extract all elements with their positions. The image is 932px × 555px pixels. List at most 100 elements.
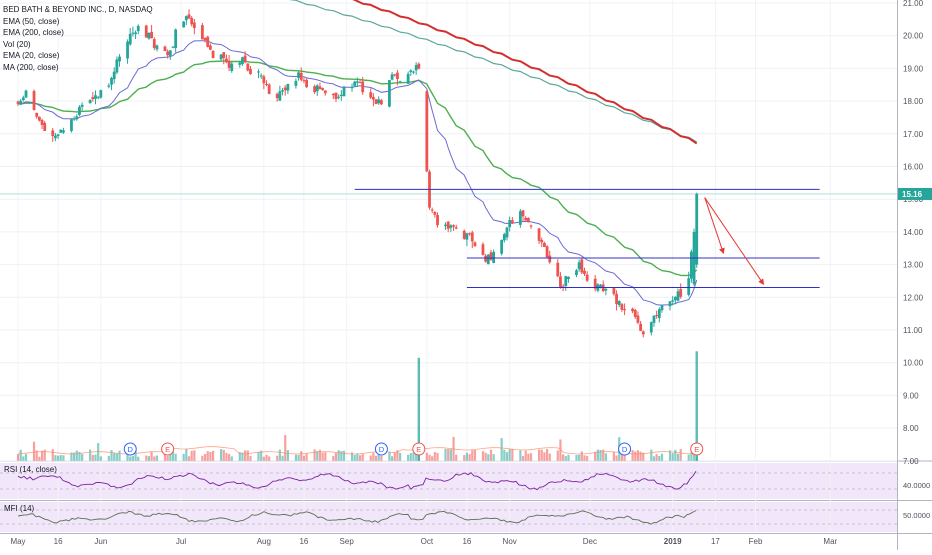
candle-body	[136, 25, 140, 32]
candle-body	[473, 242, 477, 247]
candle-body	[575, 270, 578, 275]
candle-body	[337, 96, 341, 98]
volume-bar	[500, 438, 503, 461]
candle-body	[687, 278, 691, 295]
candle-body	[537, 228, 541, 241]
volume-bar	[524, 450, 527, 461]
candle-body	[567, 276, 570, 280]
rsi-line	[17, 470, 697, 491]
volume-bar	[473, 450, 477, 461]
volume-bar	[505, 452, 509, 461]
volume-bar	[388, 451, 391, 461]
volume-bar	[679, 449, 682, 461]
volume-bar	[369, 455, 372, 461]
candle-body	[278, 91, 282, 101]
candle-body	[267, 84, 271, 94]
volume-bar	[265, 454, 268, 461]
volume-bar	[70, 452, 73, 461]
candle-body	[652, 315, 656, 323]
y-tick-label: 16.00	[903, 163, 924, 172]
volume-bar	[519, 450, 522, 461]
candle-body	[526, 218, 530, 223]
candle-body	[70, 119, 73, 132]
volume-bar	[636, 450, 640, 461]
volume-bar	[185, 448, 188, 461]
dividend-marker-label: D	[622, 445, 628, 454]
candle-body	[24, 90, 28, 98]
candle-body	[414, 65, 418, 71]
candle-body	[243, 55, 247, 63]
volume-bar	[230, 456, 233, 461]
volume-bar	[219, 449, 223, 461]
candle-body	[462, 230, 466, 239]
candle-body	[203, 38, 207, 40]
candle-body	[380, 100, 383, 105]
candle-body	[313, 86, 317, 93]
volume-bar	[131, 455, 135, 461]
rsi-axis-value: 40.0000	[903, 481, 930, 490]
candle-body	[355, 81, 359, 83]
rsi-panel	[0, 463, 897, 499]
volume-bar	[377, 452, 380, 461]
volume-bar	[431, 456, 434, 461]
y-tick-label: 17.00	[903, 130, 924, 139]
candle-body	[615, 293, 618, 305]
volume-bar	[508, 449, 511, 461]
x-tick-label: 16	[54, 537, 63, 546]
volume-bar	[40, 450, 44, 461]
volume-bar	[56, 455, 60, 461]
volume-bar	[623, 452, 626, 461]
candle-body	[668, 301, 672, 307]
candle-body	[334, 92, 338, 100]
candle-body	[131, 32, 135, 34]
volume-bar	[676, 453, 680, 461]
volume-bar	[19, 449, 22, 461]
candle-body	[211, 50, 215, 58]
candle-body	[577, 262, 581, 270]
candle-body	[446, 221, 450, 229]
volume-bar	[393, 452, 396, 461]
candle-body	[275, 93, 279, 99]
volume-bar	[380, 455, 383, 461]
candle-body	[358, 82, 362, 84]
volume-bar	[492, 454, 495, 461]
candle-body	[673, 296, 677, 301]
candle-body	[126, 41, 129, 59]
volume-bar	[564, 456, 567, 461]
volume-bar	[324, 452, 327, 461]
candle-body	[75, 116, 79, 120]
earnings-marker	[690, 442, 704, 456]
candle-body	[361, 81, 365, 93]
candle-body	[192, 22, 196, 29]
candle-body	[433, 211, 437, 215]
volume-bar	[147, 456, 151, 461]
volume-bar	[201, 455, 204, 461]
candle-body	[612, 288, 616, 295]
y-tick-label: 7.00	[903, 457, 919, 466]
y-tick-label: 20.00	[903, 32, 924, 41]
candle-body	[671, 300, 675, 302]
x-tick-label: Oct	[421, 537, 434, 546]
volume-bar	[409, 453, 412, 461]
volume-bar	[260, 450, 263, 461]
volume-bar	[668, 450, 672, 461]
volume-bar	[583, 455, 586, 461]
candle-body	[417, 63, 421, 69]
volume-bar	[447, 448, 450, 461]
volume-bar	[353, 455, 356, 461]
volume-bar	[660, 453, 664, 461]
volume-bar	[166, 456, 169, 461]
volume-bar	[238, 452, 241, 461]
candle-body	[227, 60, 231, 68]
candle-body	[518, 211, 522, 225]
arrows-group	[704, 197, 765, 286]
volume-bar	[548, 453, 551, 461]
x-tick-label: Sep	[340, 537, 355, 546]
candle-body	[564, 276, 568, 286]
volume-bar	[455, 454, 458, 461]
y-tick-label: 10.00	[903, 359, 924, 368]
volume-bar	[562, 454, 565, 461]
candle-body	[585, 274, 589, 281]
